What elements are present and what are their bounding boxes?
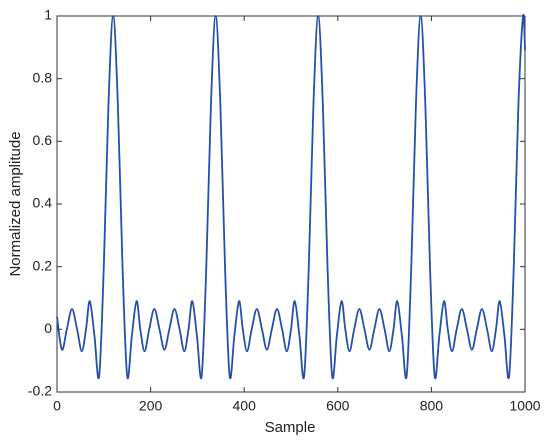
plot-frame — [56, 15, 526, 393]
y-tick-label: -0.2 — [28, 383, 52, 399]
y-tick-label: 0.2 — [33, 257, 53, 273]
x-tick-label: 400 — [233, 398, 257, 414]
y-tick-label: 0.4 — [33, 195, 53, 211]
y-tick-label: 1 — [44, 7, 52, 23]
x-tick-label: 0 — [53, 398, 61, 414]
x-tick-label: 200 — [139, 398, 163, 414]
signal-line — [56, 13, 526, 380]
y-tick-label: 0.6 — [33, 132, 53, 148]
x-tick-label: 800 — [420, 398, 444, 414]
x-axis-label: Sample — [265, 419, 316, 436]
y-tick-label: 0.8 — [33, 69, 53, 85]
y-axis-label: Normalized amplitude — [7, 131, 24, 276]
x-tick-label: 1000 — [509, 398, 540, 414]
x-tick-label: 600 — [326, 398, 350, 414]
y-tick-label: 0 — [44, 320, 52, 336]
